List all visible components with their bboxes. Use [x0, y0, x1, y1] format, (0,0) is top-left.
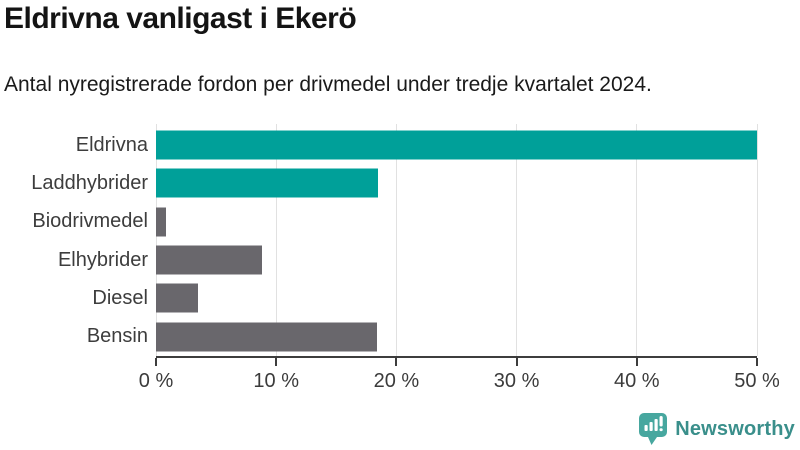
axis-tick-20: [395, 358, 398, 366]
bar-track: [156, 203, 757, 241]
axis-tick-label-30: 30 %: [493, 370, 540, 392]
x-axis: 0 % 10 % 20 % 30 % 40 % 50 %: [139, 356, 780, 392]
newsworthy-logo[interactable]: Newsworthy: [638, 412, 795, 446]
bar-row: Eldrivna: [0, 126, 757, 164]
bar-bensin: [156, 322, 378, 352]
category-label-elhybrider: Elhybrider: [57, 248, 148, 271]
bar-track: [156, 318, 757, 356]
category-label-biodrivmedel: Biodrivmedel: [32, 210, 148, 233]
bar-track: [156, 279, 757, 317]
plot-gridlines: [155, 124, 758, 356]
bar-eldrivna: [156, 130, 757, 160]
category-label-laddhybrider: Laddhybrider: [31, 171, 148, 194]
chart-subtitle: Antal nyregistrerade fordon per drivmede…: [4, 73, 652, 96]
bar-track: [156, 126, 757, 164]
gridline-20: [395, 124, 397, 356]
axis-tick-label-10: 10 %: [253, 370, 299, 392]
axis-tick-10: [275, 358, 278, 366]
axis-tick-label-40: 40 %: [614, 370, 660, 392]
bar-track: [156, 164, 757, 202]
newsworthy-chart-bubble-icon: [639, 413, 668, 445]
gridline-0: [155, 124, 157, 356]
chart-title: Eldrivna vanligast i Ekerö: [4, 2, 357, 35]
axis-tick-50: [756, 358, 758, 366]
bar-elhybrider: [156, 245, 262, 275]
bar-row: Diesel: [0, 279, 757, 317]
bar-laddhybrider: [156, 168, 379, 198]
category-label-bensin: Bensin: [86, 325, 148, 348]
axis-tick-0: [155, 358, 157, 366]
axis-tick-30: [515, 358, 518, 366]
bar-row: Biodrivmedel: [0, 203, 757, 241]
bar-biodrivmedel: [156, 207, 166, 237]
axis-tick-label-0: 0 %: [138, 370, 174, 392]
gridline-30: [516, 124, 518, 356]
bar-track: [156, 241, 757, 279]
gridline-40: [636, 124, 638, 356]
axis-tick-label-50: 50 %: [734, 370, 780, 392]
axis-tick-40: [635, 358, 638, 366]
category-label-diesel: Diesel: [92, 286, 148, 309]
gridline-10: [275, 124, 277, 356]
gridline-50: [756, 124, 758, 356]
bar-row: Elhybrider: [0, 241, 757, 279]
category-label-eldrivna: Eldrivna: [75, 133, 148, 156]
bar-row: Bensin: [0, 318, 757, 356]
bar-diesel: [156, 283, 199, 313]
axis-tick-label-20: 20 %: [373, 370, 420, 392]
bar-row: Laddhybrider: [0, 164, 757, 202]
bar-rows: Eldrivna Laddhybrider Biodrivmedel Elhybrid…: [0, 126, 757, 356]
newsworthy-logo-text: Newsworthy: [675, 417, 795, 440]
